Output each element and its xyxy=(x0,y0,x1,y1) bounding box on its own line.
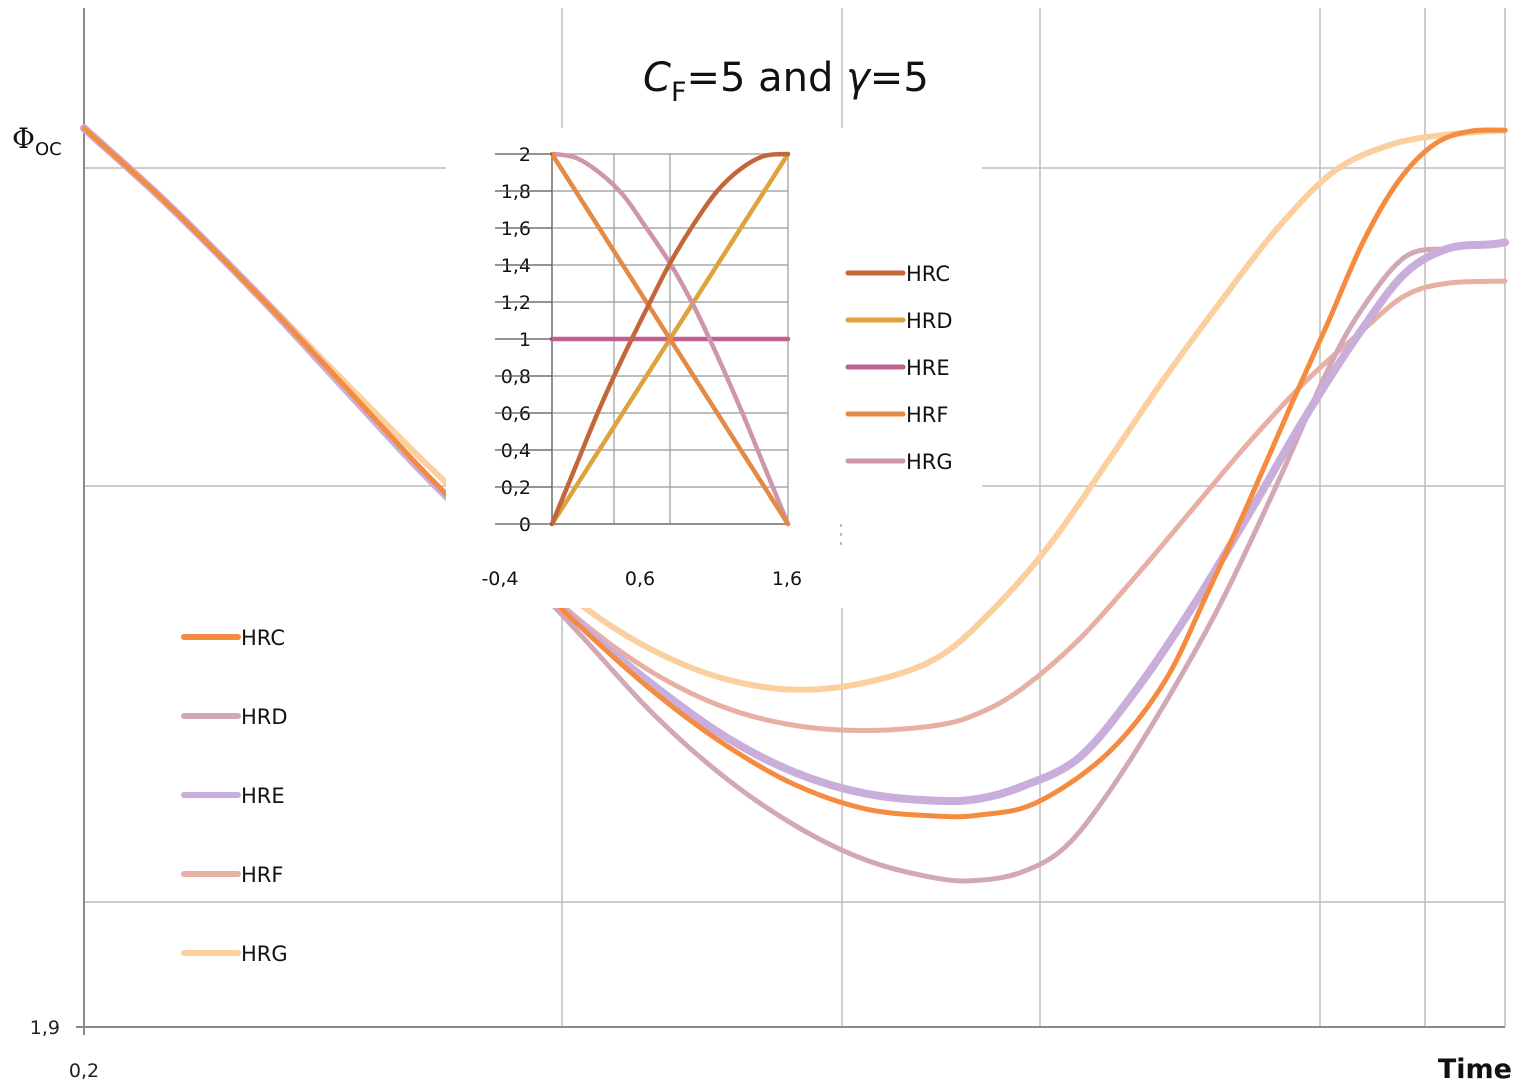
x-axis-label: Time xyxy=(1438,1054,1512,1085)
inset-x-tick-label: -0,4 xyxy=(481,568,518,590)
main-legend-item-hrd: HRD xyxy=(181,705,288,729)
inset-y-tick-label: 2 xyxy=(519,144,531,166)
main-x-tick-label: 0,2 xyxy=(69,1060,99,1082)
inset-legend-label: HRD xyxy=(906,309,953,333)
inset-series-group xyxy=(549,151,791,527)
inset-legend-item-hrc: HRC xyxy=(845,262,950,286)
inset-y-tick-label: 1,4 xyxy=(501,255,531,277)
inset-y-tick-label: 1 xyxy=(519,329,531,351)
inset-tick-labels: 0 0,2 0,4 0,6 0,8 1 1,2 1,4 1,6 1,8 2 -0,4 0,6 1,6 xyxy=(481,144,802,590)
main-legend-label: HRE xyxy=(241,784,285,808)
inset-series-line-hrc xyxy=(549,151,791,527)
main-series-line-hrc xyxy=(81,125,1508,820)
inset-legend-label: HRF xyxy=(906,403,948,427)
main-legend-item-hrf: HRF xyxy=(181,863,283,887)
inset-y-tick-label: 0,8 xyxy=(501,366,531,388)
title-part2: =5 xyxy=(870,55,929,101)
main-y-tick-label: 1,9 xyxy=(30,1017,60,1039)
main-legend-item-hrg: HRG xyxy=(181,942,288,966)
y-axis-label-symbol: Φ xyxy=(12,122,35,155)
inset-x-tick-label: 1,6 xyxy=(772,568,802,590)
main-axes xyxy=(76,8,1505,1035)
main-legend-label: HRD xyxy=(241,705,288,729)
inset-legend-item-hrg: HRG xyxy=(845,450,953,474)
inset-legend-label: HRC xyxy=(906,262,950,286)
inset-y-tick-label: 0,2 xyxy=(501,477,531,499)
main-legend-item-hre: HRE xyxy=(181,784,285,808)
title-gamma: γ xyxy=(846,55,872,101)
main-legend: HRC HRD HRE HRF HRG xyxy=(181,626,288,966)
inset-y-tick-label: 0,6 xyxy=(501,403,531,425)
main-legend-label: HRF xyxy=(241,863,283,887)
main-legend-label: HRG xyxy=(241,942,288,966)
inset-legend-item-hrd: HRD xyxy=(845,309,953,333)
inset-y-tick-label: 1,2 xyxy=(501,292,531,314)
inset-legend: HRC HRD HRE HRF HRG xyxy=(845,262,953,474)
inset-y-tick-label: 0 xyxy=(519,514,531,536)
inset-legend-label: HRG xyxy=(906,450,953,474)
main-series-group xyxy=(80,124,1509,884)
inset-series-line-hrf xyxy=(549,151,791,527)
chart-title: CF=5 and γ=5 xyxy=(643,55,929,108)
inset-legend-item-hre: HRE xyxy=(845,356,950,380)
inset-x-tick-label: 0,6 xyxy=(625,568,655,590)
y-axis-label-subscript: OC xyxy=(35,139,62,160)
inset-y-tick-label: 1,8 xyxy=(501,181,531,203)
title-c-letter: C xyxy=(643,55,671,101)
inset-legend-label: HRE xyxy=(906,356,950,380)
main-legend-label: HRC xyxy=(241,626,285,650)
inset-legend-item-hrf: HRF xyxy=(845,403,948,427)
title-c-subscript: F xyxy=(671,77,687,108)
inset-y-tick-label: 1,6 xyxy=(501,218,531,240)
inset-y-tick-label: 0,4 xyxy=(501,440,531,462)
main-legend-item-hrc: HRC xyxy=(181,626,285,650)
main-series-line-hrg xyxy=(81,125,1508,693)
y-axis-label: ΦOC xyxy=(12,122,62,160)
title-part1: =5 and xyxy=(686,55,846,101)
